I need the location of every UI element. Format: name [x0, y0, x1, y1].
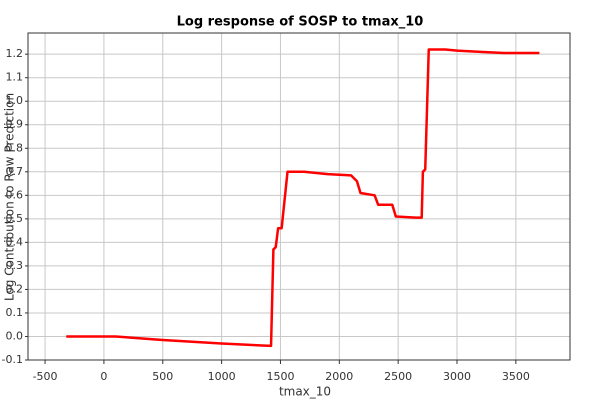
- x-axis-label: tmax_10: [279, 385, 331, 399]
- x-tick-label: 1500: [266, 370, 294, 383]
- x-tick-label: 1000: [208, 370, 236, 383]
- x-tick-label: 2500: [384, 370, 412, 383]
- y-tick-label: 1.2: [6, 47, 24, 60]
- x-tick-label: 3500: [502, 370, 530, 383]
- y-tick-label: 0.5: [6, 212, 24, 225]
- y-tick-label: 0.1: [6, 306, 24, 319]
- x-tick-label: 0: [100, 370, 107, 383]
- x-tick-label: -500: [33, 370, 58, 383]
- response-line: [66, 48, 540, 348]
- chart-title: Log response of SOSP to tmax_10: [177, 15, 424, 30]
- y-tick-label: 1.1: [6, 71, 24, 84]
- y-tick-label: 0.7: [6, 165, 24, 178]
- y-tick-label: 0.3: [6, 259, 24, 272]
- plot-frame: [27, 32, 571, 361]
- y-axis-label: Log Contribution to Raw Prediction: [3, 93, 17, 301]
- y-tick-label: 0.0: [6, 329, 24, 342]
- y-tick-label: 1.0: [6, 94, 24, 107]
- y-tick-label: -0.1: [2, 353, 23, 366]
- y-tick-label: 0.4: [6, 235, 24, 248]
- y-tick-label: 0.8: [6, 141, 24, 154]
- x-tick-label: 2000: [325, 370, 353, 383]
- y-tick-label: 0.2: [6, 282, 24, 295]
- y-tick-label: 0.9: [6, 118, 24, 131]
- x-tick-label: 500: [152, 370, 173, 383]
- x-tick-label: 3000: [443, 370, 471, 383]
- y-tick-label: 0.6: [6, 188, 24, 201]
